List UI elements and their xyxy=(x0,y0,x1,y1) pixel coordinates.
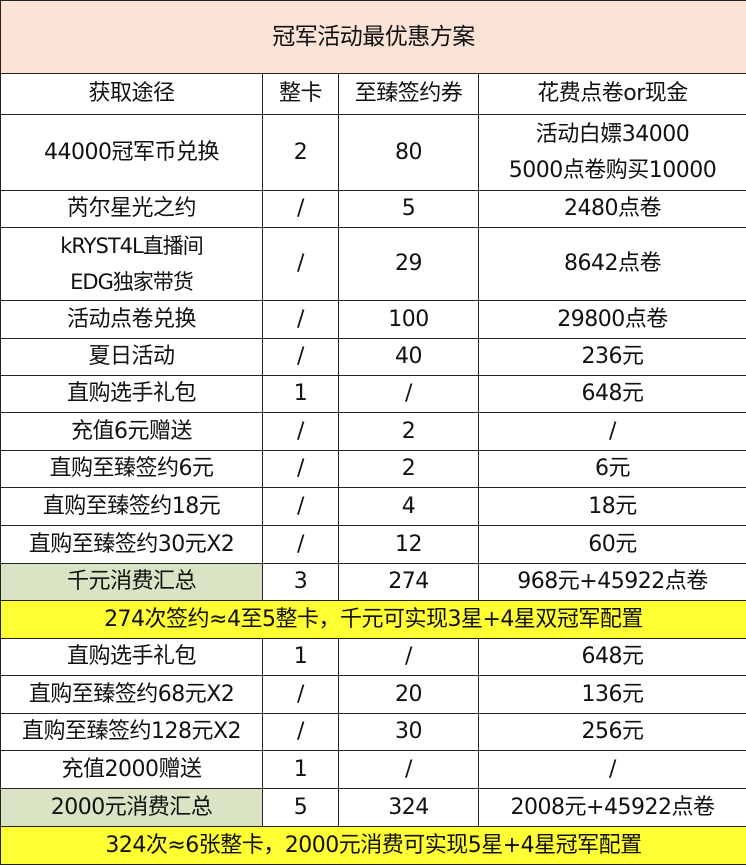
cell-full-card: 1 xyxy=(263,376,339,413)
cell-cost: 968元+45922点卷 xyxy=(479,564,746,601)
cell-method: 直购至臻签约128元X2 xyxy=(1,714,263,751)
cell-voucher: / xyxy=(339,751,479,789)
table-row: 充值6元赠送/2/ xyxy=(1,413,746,451)
cell-cost: 活动白嫖34000 5000点卷购买10000 xyxy=(479,115,746,191)
cell-voucher: 5 xyxy=(339,191,479,228)
cell-full-card: 3 xyxy=(263,564,339,601)
header-method: 获取途径 xyxy=(1,74,263,115)
note-row: 274次签约≈4至5整卡，千元可实现3星+4星双冠军配置 xyxy=(1,601,746,639)
note-cell: 274次签约≈4至5整卡，千元可实现3星+4星双冠军配置 xyxy=(1,601,746,639)
cell-cost: 648元 xyxy=(479,376,746,413)
cell-cost: 8642点卷 xyxy=(479,228,746,301)
cell-cost: 18元 xyxy=(479,488,746,526)
header-voucher: 至臻签约券 xyxy=(339,74,479,115)
cell-cost: 236元 xyxy=(479,339,746,376)
cell-method: 充值2000赠送 xyxy=(1,751,263,789)
cell-full-card: / xyxy=(263,191,339,228)
cell-cost: 256元 xyxy=(479,714,746,751)
cell-full-card: / xyxy=(263,488,339,526)
cell-method: 夏日活动 xyxy=(1,339,263,376)
cell-full-card: 5 xyxy=(263,789,339,827)
title-row: 冠军活动最优惠方案 xyxy=(1,1,746,74)
cell-cost: 60元 xyxy=(479,526,746,564)
cell-cost: 6元 xyxy=(479,451,746,488)
cell-full-card: / xyxy=(263,451,339,488)
cell-full-card: / xyxy=(263,339,339,376)
cell-voucher: 100 xyxy=(339,301,479,339)
cell-full-card: 1 xyxy=(263,751,339,789)
cell-voucher: 80 xyxy=(339,115,479,191)
header-full-card: 整卡 xyxy=(263,74,339,115)
header-row: 获取途径 整卡 至臻签约券 花费点卷or现金 xyxy=(1,74,746,115)
cell-full-card: / xyxy=(263,526,339,564)
cell-cost: 2008元+45922点卷 xyxy=(479,789,746,827)
note-row: 324次≈6张整卡，2000元消费可实现5星+4星冠军配置 xyxy=(1,827,746,865)
cell-voucher: 4 xyxy=(339,488,479,526)
cell-method: 芮尔星光之约 xyxy=(1,191,263,228)
cell-cost: / xyxy=(479,413,746,451)
cell-full-card: 2 xyxy=(263,115,339,191)
cell-cost: / xyxy=(479,751,746,789)
cell-voucher: 2 xyxy=(339,451,479,488)
cell-voucher: 30 xyxy=(339,714,479,751)
cell-cost: 2480点卷 xyxy=(479,191,746,228)
cell-full-card: / xyxy=(263,228,339,301)
cell-full-card: / xyxy=(263,413,339,451)
cell-method: 直购选手礼包 xyxy=(1,639,263,676)
cell-voucher: 20 xyxy=(339,676,479,714)
cell-method: 44000冠军币兑换 xyxy=(1,115,263,191)
header-cost: 花费点卷or现金 xyxy=(479,74,746,115)
cell-voucher: / xyxy=(339,639,479,676)
cell-method: 直购至臻签约18元 xyxy=(1,488,263,526)
cell-voucher: 2 xyxy=(339,413,479,451)
cell-method: kRYST4L直播间 EDG独家带货 xyxy=(1,228,263,301)
cell-cost: 136元 xyxy=(479,676,746,714)
cell-method: 直购至臻签约68元X2 xyxy=(1,676,263,714)
cell-full-card: / xyxy=(263,676,339,714)
cell-cost: 29800点卷 xyxy=(479,301,746,339)
note-cell: 324次≈6张整卡，2000元消费可实现5星+4星冠军配置 xyxy=(1,827,746,865)
cell-voucher: 324 xyxy=(339,789,479,827)
cell-method: 千元消费汇总 xyxy=(1,564,263,601)
cell-method: 直购至臻签约6元 xyxy=(1,451,263,488)
cell-full-card: / xyxy=(263,301,339,339)
cell-full-card: / xyxy=(263,714,339,751)
cell-voucher: 274 xyxy=(339,564,479,601)
cell-method: 2000元消费汇总 xyxy=(1,789,263,827)
cell-method: 活动点卷兑换 xyxy=(1,301,263,339)
cell-method: 直购至臻签约30元X2 xyxy=(1,526,263,564)
cell-voucher: / xyxy=(339,376,479,413)
cell-cost: 648元 xyxy=(479,639,746,676)
cell-full-card: 1 xyxy=(263,639,339,676)
table-title: 冠军活动最优惠方案 xyxy=(1,1,746,74)
cell-voucher: 40 xyxy=(339,339,479,376)
cell-voucher: 12 xyxy=(339,526,479,564)
cell-voucher: 29 xyxy=(339,228,479,301)
cell-method: 充值6元赠送 xyxy=(1,413,263,451)
cell-method: 直购选手礼包 xyxy=(1,376,263,413)
